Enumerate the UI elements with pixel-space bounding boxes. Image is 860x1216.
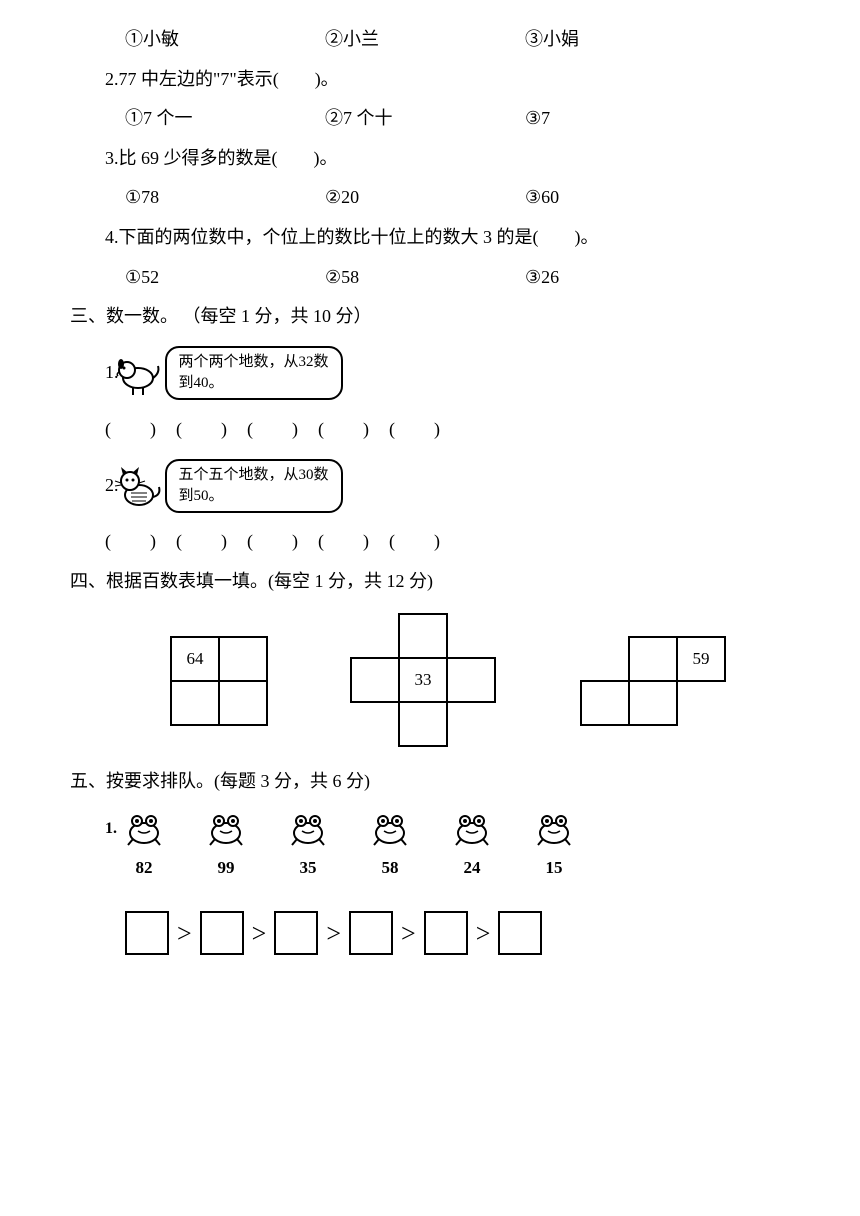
frog-icon: [287, 809, 329, 847]
compare-box: [125, 911, 169, 955]
grids-row: 64 33 59: [70, 602, 800, 762]
frog-icon: [369, 809, 411, 847]
grid-3: 59: [580, 636, 730, 728]
section5-title: 五、按要求排队。(每题 3 分，共 6 分): [70, 762, 800, 802]
bubble1-line1: 两个两个地数，从32数: [179, 352, 329, 373]
bubble2-line2: 到50。: [179, 486, 329, 507]
grid1-cell: [170, 680, 220, 726]
frog-item-2: 99: [205, 809, 247, 886]
gt-symbol: >: [472, 905, 495, 962]
frog-num-5: 15: [546, 849, 563, 886]
gt-symbol: >: [173, 905, 196, 962]
grid3-cell: [628, 636, 678, 682]
q3-opt-a: ①78: [125, 178, 325, 218]
bubble2: 五个五个地数，从30数 到50。: [165, 459, 343, 513]
frog-num-0: 82: [136, 849, 153, 886]
compare-box: [274, 911, 318, 955]
compare-box: [200, 911, 244, 955]
section3-item1: 1. 两个两个地数，从32数 到40。: [70, 341, 800, 406]
frogs-row: 1. 82 99 35 58 24 15: [70, 809, 800, 886]
blanks-row-2: ( ) ( ) ( ) ( ) ( ): [70, 522, 800, 562]
compare-box: [498, 911, 542, 955]
grid1-cell-64: 64: [170, 636, 220, 682]
frog-num-1: 99: [218, 849, 235, 886]
q2-opt-c: ③7: [525, 99, 725, 139]
dog-icon: [113, 348, 163, 398]
bubble1-line2: 到40。: [179, 373, 329, 394]
frog-num-2: 35: [300, 849, 317, 886]
q2-text: 2.77 中左边的"7"表示( )。: [70, 60, 800, 100]
gt-symbol: >: [322, 905, 345, 962]
compare-box: [424, 911, 468, 955]
q2-opt-b: ②7 个十: [325, 99, 525, 139]
q4-text: 4.下面的两位数中，个位上的数比十位上的数大 3 的是( )。: [70, 218, 800, 258]
grid1-cell: [218, 636, 268, 682]
grid3-cell: [580, 680, 630, 726]
compare-row: > > > > >: [70, 905, 800, 962]
frog-item-4: 58: [369, 809, 411, 886]
grid1-cell: [218, 680, 268, 726]
bubble1: 两个两个地数，从32数 到40。: [165, 346, 343, 400]
frog-icon: [123, 809, 165, 847]
section3-item2: 2. 五个五个地数，从30数 到50。: [70, 453, 800, 518]
q1-opt-c: ③小娟: [525, 20, 725, 60]
bubble2-line1: 五个五个地数，从30数: [179, 465, 329, 486]
q3-text: 3.比 69 少得多的数是( )。: [70, 139, 800, 179]
compare-box: [349, 911, 393, 955]
frog-icon: [451, 809, 493, 847]
grid3-cell-59: 59: [676, 636, 726, 682]
q4-opt-c: ③26: [525, 258, 725, 298]
gt-symbol: >: [397, 905, 420, 962]
q1-opt-a: ①小敏: [125, 20, 325, 60]
grid3-cell: [628, 680, 678, 726]
grid2-cell: [446, 657, 496, 703]
grid2-cell: [398, 613, 448, 659]
q2-options: ①7 个一 ②7 个十 ③7: [70, 99, 800, 139]
frog-item-5: 24: [451, 809, 493, 886]
q4-options: ①52 ②58 ③26: [70, 258, 800, 298]
q3-opt-b: ②20: [325, 178, 525, 218]
cat-icon: [113, 461, 163, 511]
frog-icon: [205, 809, 247, 847]
section5-item-label: 1.: [105, 811, 117, 846]
frog-item-1: 1. 82: [105, 809, 165, 886]
q1-options: ①小敏 ②小兰 ③小娟: [70, 20, 800, 60]
grid2-cell: [350, 657, 400, 703]
frog-num-3: 58: [382, 849, 399, 886]
frog-item-3: 35: [287, 809, 329, 886]
grid-2: 33: [350, 613, 500, 751]
q4-opt-a: ①52: [125, 258, 325, 298]
grid2-cell: [398, 701, 448, 747]
gt-symbol: >: [248, 905, 271, 962]
frog-icon: [533, 809, 575, 847]
frog-item-6: 15: [533, 809, 575, 886]
section3-title: 三、数一数。 （每空 1 分，共 10 分）: [70, 297, 800, 337]
q1-opt-b: ②小兰: [325, 20, 525, 60]
grid2-cell-33: 33: [398, 657, 448, 703]
blanks-row-1: ( ) ( ) ( ) ( ) ( ): [70, 410, 800, 450]
q3-opt-c: ③60: [525, 178, 725, 218]
q2-opt-a: ①7 个一: [125, 99, 325, 139]
q4-opt-b: ②58: [325, 258, 525, 298]
section4-title: 四、根据百数表填一填。(每空 1 分，共 12 分): [70, 562, 800, 602]
grid-1: 64: [170, 636, 270, 728]
frog-num-4: 24: [464, 849, 481, 886]
q3-options: ①78 ②20 ③60: [70, 178, 800, 218]
